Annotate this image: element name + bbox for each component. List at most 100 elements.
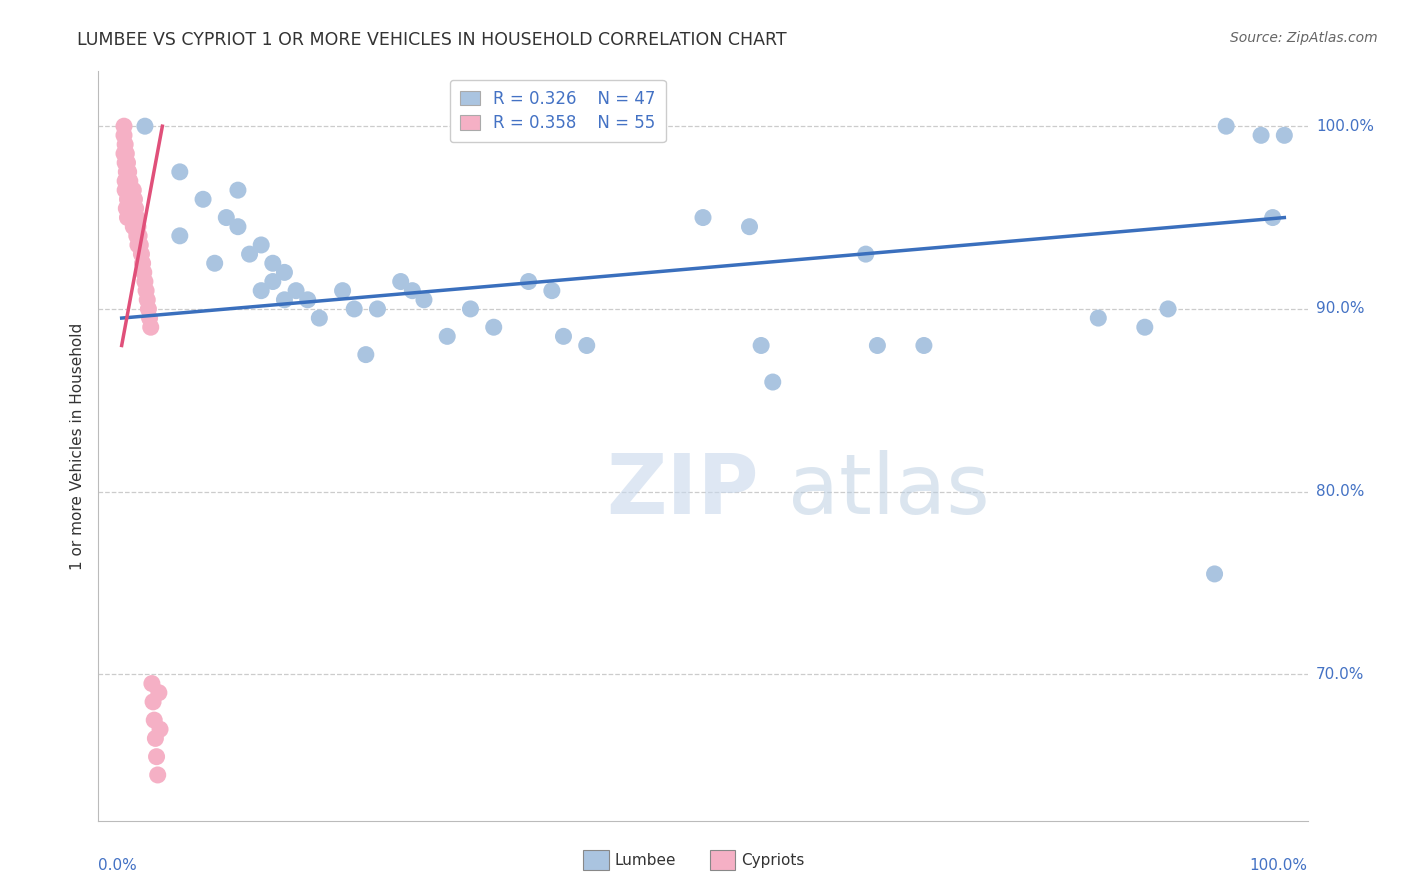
Point bbox=[389, 275, 412, 289]
Point bbox=[121, 211, 143, 225]
Point bbox=[122, 183, 145, 197]
Text: LUMBEE VS CYPRIOT 1 OR MORE VEHICLES IN HOUSEHOLD CORRELATION CHART: LUMBEE VS CYPRIOT 1 OR MORE VEHICLES IN … bbox=[77, 31, 787, 49]
Point bbox=[146, 768, 169, 782]
Text: 80.0%: 80.0% bbox=[1316, 484, 1364, 500]
Point bbox=[127, 219, 149, 234]
Text: ZIP: ZIP bbox=[606, 450, 759, 532]
Point bbox=[553, 329, 575, 343]
Point bbox=[169, 165, 191, 179]
Point bbox=[460, 301, 482, 316]
Point bbox=[143, 713, 166, 727]
Point bbox=[262, 256, 284, 270]
Text: 100.0%: 100.0% bbox=[1316, 119, 1374, 134]
Point bbox=[912, 338, 935, 352]
Point bbox=[120, 183, 142, 197]
Point bbox=[148, 686, 170, 700]
Point bbox=[118, 165, 141, 179]
Text: 0.0%: 0.0% bbox=[98, 858, 138, 873]
Text: Lumbee: Lumbee bbox=[614, 854, 676, 868]
Text: 70.0%: 70.0% bbox=[1316, 667, 1364, 682]
Point bbox=[1204, 566, 1226, 581]
Point bbox=[169, 228, 191, 243]
Point bbox=[482, 320, 505, 334]
Point bbox=[135, 284, 157, 298]
Point bbox=[692, 211, 714, 225]
Point bbox=[273, 293, 295, 307]
Point bbox=[118, 174, 141, 188]
Point bbox=[866, 338, 889, 352]
Text: 100.0%: 100.0% bbox=[1250, 858, 1308, 873]
Point bbox=[308, 311, 330, 326]
Point bbox=[273, 265, 295, 279]
Point bbox=[145, 731, 167, 746]
Point bbox=[114, 155, 136, 169]
Point bbox=[413, 293, 436, 307]
Point bbox=[401, 284, 423, 298]
Text: Source: ZipAtlas.com: Source: ZipAtlas.com bbox=[1230, 31, 1378, 45]
Point bbox=[1133, 320, 1156, 334]
Point bbox=[124, 202, 146, 216]
Point bbox=[239, 247, 262, 261]
Point bbox=[136, 293, 159, 307]
Legend: R = 0.326    N = 47, R = 0.358    N = 55: R = 0.326 N = 47, R = 0.358 N = 55 bbox=[450, 79, 666, 143]
Y-axis label: 1 or more Vehicles in Household: 1 or more Vehicles in Household bbox=[69, 322, 84, 570]
Point bbox=[204, 256, 226, 270]
Text: atlas: atlas bbox=[787, 450, 990, 532]
Point bbox=[114, 137, 136, 152]
Point bbox=[131, 247, 153, 261]
Point bbox=[575, 338, 598, 352]
Point bbox=[138, 311, 160, 326]
Point bbox=[366, 301, 388, 316]
Point bbox=[124, 219, 146, 234]
Point bbox=[114, 183, 136, 197]
Point bbox=[1272, 128, 1295, 143]
Point bbox=[134, 275, 156, 289]
Point bbox=[262, 275, 284, 289]
Point bbox=[121, 192, 143, 206]
Point bbox=[131, 256, 153, 270]
Point bbox=[1215, 119, 1237, 133]
Point bbox=[145, 749, 167, 764]
Point bbox=[226, 219, 249, 234]
Point bbox=[332, 284, 354, 298]
Point bbox=[122, 202, 145, 216]
Text: Cypriots: Cypriots bbox=[741, 854, 804, 868]
Point bbox=[517, 275, 540, 289]
Point bbox=[117, 211, 139, 225]
Point bbox=[436, 329, 458, 343]
Point bbox=[749, 338, 772, 352]
Point bbox=[117, 155, 139, 169]
Point bbox=[297, 293, 319, 307]
Point bbox=[142, 695, 165, 709]
Point bbox=[112, 128, 135, 143]
Point bbox=[117, 192, 139, 206]
Point bbox=[115, 165, 138, 179]
Point bbox=[118, 192, 141, 206]
Point bbox=[139, 320, 162, 334]
Point bbox=[134, 119, 156, 133]
Point bbox=[117, 174, 139, 188]
Point bbox=[226, 183, 249, 197]
Point bbox=[191, 192, 214, 206]
Point bbox=[149, 723, 172, 737]
Text: 90.0%: 90.0% bbox=[1316, 301, 1364, 317]
Point bbox=[132, 265, 155, 279]
Point bbox=[128, 228, 150, 243]
Point bbox=[124, 211, 146, 225]
Point bbox=[1261, 211, 1284, 225]
Point bbox=[124, 192, 146, 206]
Point bbox=[125, 211, 148, 225]
Point bbox=[354, 348, 377, 362]
Point bbox=[540, 284, 562, 298]
Point bbox=[120, 202, 142, 216]
Point bbox=[115, 146, 138, 161]
Point bbox=[1087, 311, 1109, 326]
Point bbox=[138, 301, 160, 316]
Point bbox=[762, 375, 785, 389]
Point bbox=[250, 238, 273, 252]
Point bbox=[127, 238, 149, 252]
Point bbox=[1157, 301, 1180, 316]
Point bbox=[285, 284, 308, 298]
Point bbox=[115, 183, 138, 197]
Point bbox=[141, 676, 163, 690]
